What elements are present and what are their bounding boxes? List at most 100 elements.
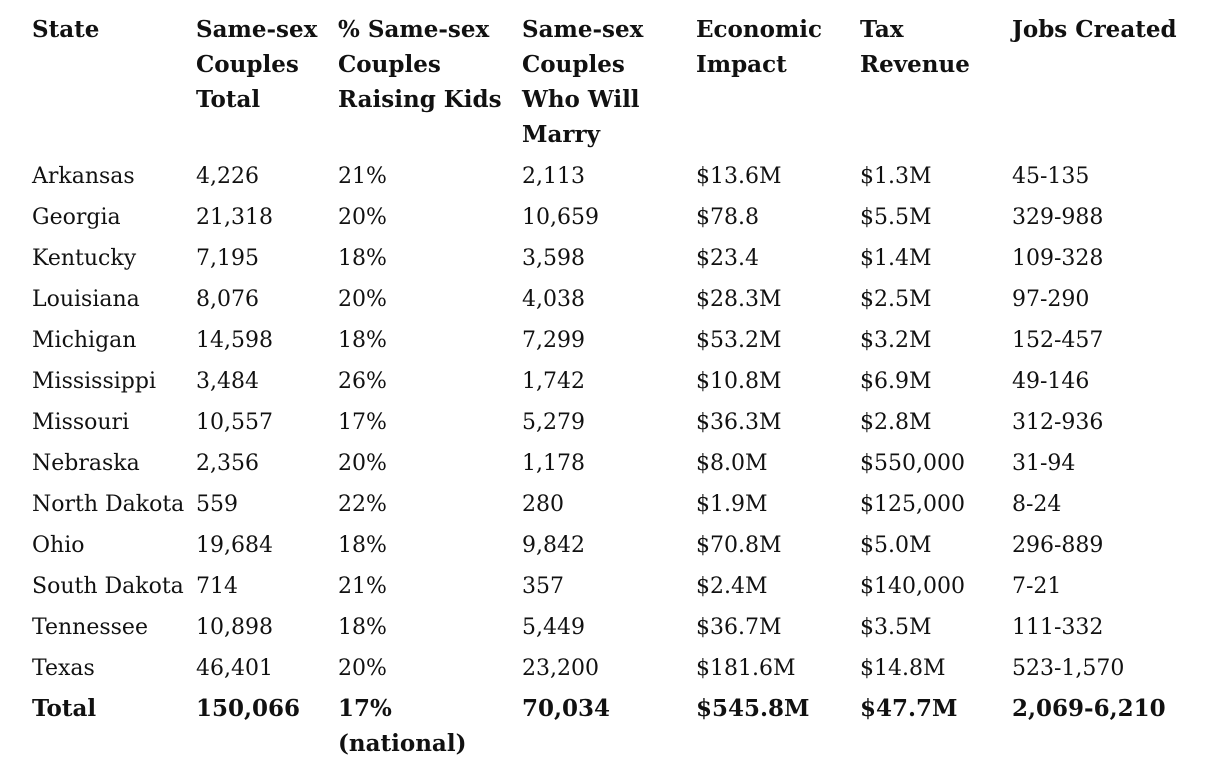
cell-jobs-created: 7-21 [1012, 574, 1062, 599]
cell-couples-total: 714 [196, 574, 238, 599]
column-header-couples-total: Same-sex Couples Total [196, 16, 318, 113]
cell-will-marry: 7,299 [522, 328, 585, 353]
table-row: Texas 46,401 20% 23,200 $181.6M $14.8M 523-1,5… [26, 648, 1196, 689]
total-will-marry: 70,034 [522, 695, 611, 722]
same-sex-couples-table: State Same-sex Couples Total % Same-sex … [26, 12, 1196, 761]
cell-economic-impact: $36.7M [696, 615, 782, 640]
cell-state: Arkansas [32, 164, 135, 189]
cell-jobs-created: 111-332 [1012, 615, 1104, 640]
cell-state: Texas [32, 656, 95, 681]
cell-raising-kids: 20% [338, 287, 387, 312]
cell-tax-revenue: $5.0M [860, 533, 932, 558]
cell-economic-impact: $78.8 [696, 205, 759, 230]
column-header-state: State [32, 16, 100, 43]
cell-tax-revenue: $1.4M [860, 246, 932, 271]
table-row: North Dakota 559 22% 280 $1.9M $125,000 8-24 [26, 484, 1196, 525]
cell-jobs-created: 31-94 [1012, 451, 1076, 476]
cell-will-marry: 2,113 [522, 164, 585, 189]
cell-will-marry: 5,279 [522, 410, 585, 435]
table-row: Kentucky 7,195 18% 3,598 $23.4 $1.4M 109-328 [26, 238, 1196, 279]
table-row: Mississippi 3,484 26% 1,742 $10.8M $6.9M 49-14… [26, 361, 1196, 402]
cell-jobs-created: 523-1,570 [1012, 656, 1125, 681]
cell-tax-revenue: $3.2M [860, 328, 932, 353]
total-raising-kids: 17% (national) [338, 695, 467, 757]
table-row: Michigan 14,598 18% 7,299 $53.2M $3.2M 152-457 [26, 320, 1196, 361]
cell-will-marry: 1,178 [522, 451, 585, 476]
table-row: South Dakota 714 21% 357 $2.4M $140,000 7-21 [26, 566, 1196, 607]
cell-state: Louisiana [32, 287, 140, 312]
cell-couples-total: 10,557 [196, 410, 273, 435]
cell-raising-kids: 18% [338, 615, 387, 640]
cell-tax-revenue: $14.8M [860, 656, 946, 681]
column-header-will-marry: Same-sex Couples Who Will Marry [522, 16, 644, 148]
cell-raising-kids: 22% [338, 492, 387, 517]
cell-couples-total: 559 [196, 492, 238, 517]
cell-tax-revenue: $5.5M [860, 205, 932, 230]
column-header-raising-kids: % Same-sex Couples Raising Kids [338, 16, 502, 113]
table-row: Louisiana 8,076 20% 4,038 $28.3M $2.5M 97-290 [26, 279, 1196, 320]
cell-economic-impact: $53.2M [696, 328, 782, 353]
cell-raising-kids: 20% [338, 451, 387, 476]
cell-couples-total: 21,318 [196, 205, 273, 230]
cell-economic-impact: $70.8M [696, 533, 782, 558]
cell-will-marry: 9,842 [522, 533, 585, 558]
cell-tax-revenue: $1.3M [860, 164, 932, 189]
cell-jobs-created: 97-290 [1012, 287, 1090, 312]
cell-couples-total: 4,226 [196, 164, 259, 189]
cell-raising-kids: 21% [338, 574, 387, 599]
cell-tax-revenue: $6.9M [860, 369, 932, 394]
cell-state: Mississippi [32, 369, 156, 394]
cell-economic-impact: $1.9M [696, 492, 768, 517]
cell-economic-impact: $2.4M [696, 574, 768, 599]
cell-state: Tennessee [32, 615, 148, 640]
cell-jobs-created: 45-135 [1012, 164, 1090, 189]
cell-economic-impact: $36.3M [696, 410, 782, 435]
cell-jobs-created: 152-457 [1012, 328, 1104, 353]
cell-state: Nebraska [32, 451, 140, 476]
cell-couples-total: 10,898 [196, 615, 273, 640]
cell-state: Georgia [32, 205, 121, 230]
cell-tax-revenue: $2.5M [860, 287, 932, 312]
cell-tax-revenue: $125,000 [860, 492, 965, 517]
cell-jobs-created: 329-988 [1012, 205, 1104, 230]
column-header-jobs-created: Jobs Created [1012, 16, 1177, 43]
cell-raising-kids: 18% [338, 328, 387, 353]
cell-raising-kids: 26% [338, 369, 387, 394]
cell-tax-revenue: $140,000 [860, 574, 965, 599]
cell-will-marry: 10,659 [522, 205, 599, 230]
cell-couples-total: 7,195 [196, 246, 259, 271]
table-row: Ohio 19,684 18% 9,842 $70.8M $5.0M 296-889 [26, 525, 1196, 566]
cell-will-marry: 3,598 [522, 246, 585, 271]
cell-couples-total: 3,484 [196, 369, 259, 394]
cell-will-marry: 1,742 [522, 369, 585, 394]
cell-will-marry: 357 [522, 574, 564, 599]
cell-jobs-created: 312-936 [1012, 410, 1104, 435]
cell-couples-total: 2,356 [196, 451, 259, 476]
total-jobs-created: 2,069-6,210 [1012, 695, 1166, 722]
cell-raising-kids: 20% [338, 656, 387, 681]
cell-state: North Dakota [32, 492, 185, 517]
total-tax-revenue: $47.7M [860, 695, 958, 722]
cell-tax-revenue: $550,000 [860, 451, 965, 476]
header-row: State Same-sex Couples Total % Same-sex … [26, 12, 1196, 156]
cell-jobs-created: 109-328 [1012, 246, 1104, 271]
cell-raising-kids: 20% [338, 205, 387, 230]
cell-jobs-created: 8-24 [1012, 492, 1062, 517]
cell-raising-kids: 18% [338, 246, 387, 271]
cell-economic-impact: $28.3M [696, 287, 782, 312]
total-economic-impact: $545.8M [696, 695, 810, 722]
column-header-tax-revenue: Tax Revenue [860, 16, 970, 78]
cell-state: Michigan [32, 328, 137, 353]
cell-couples-total: 46,401 [196, 656, 273, 681]
cell-raising-kids: 18% [338, 533, 387, 558]
cell-economic-impact: $181.6M [696, 656, 796, 681]
cell-jobs-created: 49-146 [1012, 369, 1090, 394]
table-row: Nebraska 2,356 20% 1,178 $8.0M $550,000 31-94 [26, 443, 1196, 484]
cell-will-marry: 4,038 [522, 287, 585, 312]
cell-state: Kentucky [32, 246, 137, 271]
cell-will-marry: 5,449 [522, 615, 585, 640]
cell-state: Ohio [32, 533, 85, 558]
cell-tax-revenue: $2.8M [860, 410, 932, 435]
column-header-economic-impact: Economic Impact [696, 16, 823, 78]
cell-couples-total: 8,076 [196, 287, 259, 312]
